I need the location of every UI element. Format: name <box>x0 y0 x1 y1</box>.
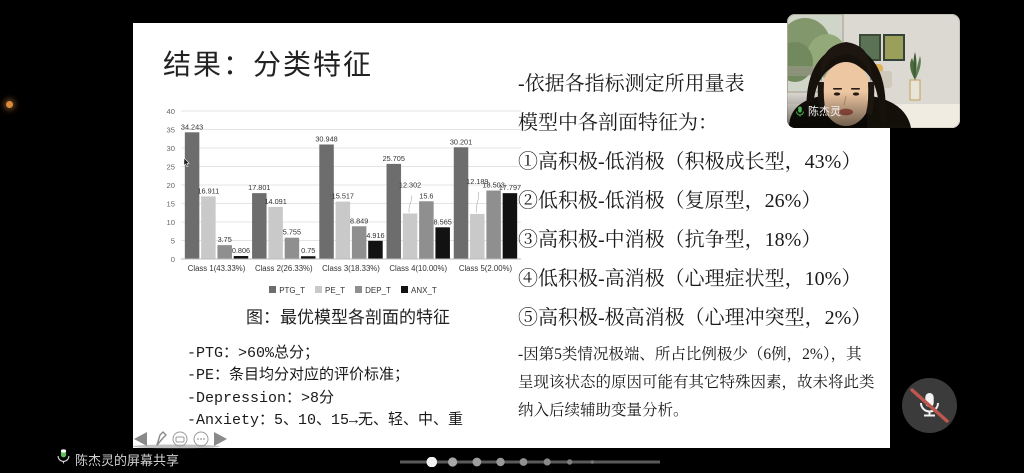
svg-text:0.806: 0.806 <box>232 246 250 255</box>
svg-text:14.091: 14.091 <box>264 197 286 206</box>
svg-text:0.75: 0.75 <box>301 246 315 255</box>
svg-text:16.911: 16.911 <box>197 186 219 195</box>
svg-text:Class 4(10.00%): Class 4(10.00%) <box>389 264 447 273</box>
svg-text:17.801: 17.801 <box>248 183 270 192</box>
svg-text:15: 15 <box>167 200 175 209</box>
svg-text:34.243: 34.243 <box>181 122 203 131</box>
svg-text:8.565: 8.565 <box>434 217 452 226</box>
svg-text:3.75: 3.75 <box>218 235 232 244</box>
svg-text:20: 20 <box>167 181 175 190</box>
svg-text:15.517: 15.517 <box>332 192 354 201</box>
svg-text:12.302: 12.302 <box>399 180 421 189</box>
svg-text:Class 3(18.33%): Class 3(18.33%) <box>322 264 380 273</box>
svg-text:Class 1(43.33%): Class 1(43.33%) <box>188 264 246 273</box>
svg-text:0: 0 <box>171 255 175 264</box>
svg-text:35: 35 <box>167 126 175 135</box>
svg-text:30.201: 30.201 <box>450 137 472 146</box>
svg-text:4.916: 4.916 <box>366 231 384 240</box>
svg-text:10: 10 <box>167 218 175 227</box>
svg-text:30: 30 <box>167 144 175 153</box>
svg-text:8.849: 8.849 <box>350 216 368 225</box>
svg-text:25: 25 <box>167 163 175 172</box>
svg-text:15.6: 15.6 <box>419 191 433 200</box>
svg-text:30.948: 30.948 <box>315 134 337 143</box>
svg-text:Class 2(26.33%): Class 2(26.33%) <box>255 264 313 273</box>
svg-text:40: 40 <box>167 107 175 116</box>
svg-text:5.755: 5.755 <box>283 228 301 237</box>
svg-text:25.705: 25.705 <box>383 154 405 163</box>
svg-text:Class 5(2.00%): Class 5(2.00%) <box>459 264 513 273</box>
svg-text:陈杰灵: 陈杰灵 <box>808 103 841 119</box>
svg-text:5: 5 <box>171 237 175 246</box>
